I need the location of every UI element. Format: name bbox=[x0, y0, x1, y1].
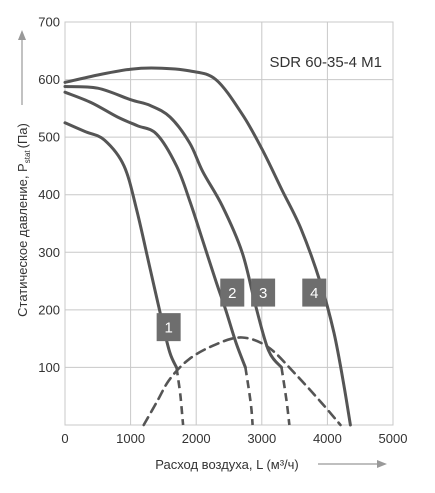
x-axis-arrow-head bbox=[377, 460, 387, 468]
efficiency-envelope-line bbox=[142, 336, 342, 427]
y-tick-label: 500 bbox=[38, 130, 60, 145]
x-tick-label: 1000 bbox=[116, 431, 145, 446]
y-tick-labels: 100 200 300 400 500 600 700 bbox=[38, 15, 60, 375]
y-axis-title-unit: (Па) bbox=[15, 123, 30, 148]
curve-badge-3 bbox=[251, 278, 276, 307]
y-axis-title: Статическое давление, Pstat (Па) bbox=[15, 123, 32, 317]
y-axis-title-main: Статическое давление, P bbox=[15, 163, 30, 317]
series-tail-2 bbox=[244, 367, 254, 426]
curve-badge-1 bbox=[156, 313, 181, 342]
curve-badge-2 bbox=[220, 278, 245, 307]
x-tick-labels: 0 1000 2000 3000 4000 5000 bbox=[61, 431, 407, 446]
y-tick-label: 700 bbox=[38, 15, 60, 30]
series-line-3 bbox=[63, 85, 283, 369]
y-axis-arrow-head bbox=[18, 30, 26, 40]
chart-title: SDR 60-35-4 M1 bbox=[269, 54, 382, 71]
series-tail-1 bbox=[175, 367, 185, 426]
y-tick-label: 600 bbox=[38, 72, 60, 87]
y-axis-title-sub: stat bbox=[23, 150, 32, 164]
plot-frame bbox=[64, 21, 394, 426]
curve-badges: 1 2 3 4 bbox=[156, 278, 327, 342]
y-tick-label: 400 bbox=[38, 187, 60, 202]
curve-badge-label-3: 3 bbox=[259, 285, 267, 302]
x-tick-label: 0 bbox=[61, 431, 68, 446]
series-line-4 bbox=[63, 66, 352, 427]
x-tick-label: 5000 bbox=[379, 431, 408, 446]
y-axis-arrow bbox=[18, 30, 26, 105]
y-tick-label: 100 bbox=[38, 360, 60, 375]
x-tick-label: 2000 bbox=[182, 431, 211, 446]
curve-badge-label-1: 1 bbox=[164, 320, 172, 337]
x-tick-label: 3000 bbox=[247, 431, 276, 446]
series-line-1 bbox=[63, 121, 178, 369]
curve-badge-4 bbox=[302, 278, 327, 307]
x-axis-arrow bbox=[318, 460, 387, 468]
grid-lines bbox=[64, 21, 394, 426]
series-line-2 bbox=[63, 90, 247, 369]
y-tick-label: 300 bbox=[38, 245, 60, 260]
curve-badge-label-4: 4 bbox=[310, 285, 318, 302]
y-tick-label: 200 bbox=[38, 302, 60, 317]
y-axis-title-group: Статическое давление, Pstat (Па) bbox=[15, 123, 32, 317]
curve-badge-label-2: 2 bbox=[228, 285, 236, 302]
x-tick-label: 4000 bbox=[313, 431, 342, 446]
series-tail-3 bbox=[280, 367, 291, 426]
series-lines bbox=[63, 66, 352, 427]
x-axis-title: Расход воздуха, L (м³/ч) bbox=[155, 457, 299, 472]
